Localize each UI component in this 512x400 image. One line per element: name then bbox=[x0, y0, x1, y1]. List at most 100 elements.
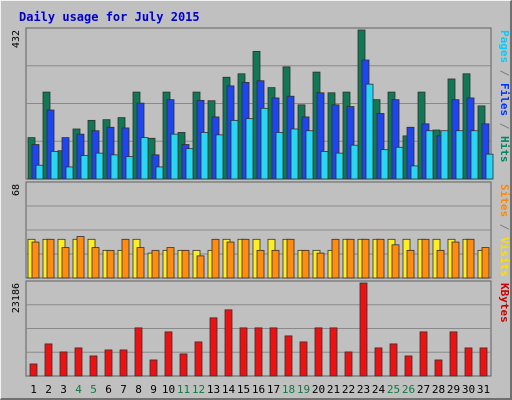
bar-pages-day-30 bbox=[470, 130, 479, 180]
bar-kbytes-day-4 bbox=[74, 347, 83, 377]
bar-pages-day-19 bbox=[305, 130, 314, 180]
panel-1-ymax-label: 432 bbox=[11, 30, 22, 48]
bar-pages-day-23 bbox=[365, 83, 374, 180]
bar-kbytes-day-15 bbox=[239, 327, 248, 377]
bar-pages-day-14 bbox=[230, 119, 239, 180]
x-tick-label-27: 27 bbox=[417, 383, 430, 396]
x-tick-label-1: 1 bbox=[30, 383, 37, 396]
bar-pages-day-16 bbox=[260, 107, 269, 180]
bar-sites-day-1 bbox=[31, 241, 40, 279]
x-tick-label-2: 2 bbox=[45, 383, 52, 396]
bar-pages-day-27 bbox=[425, 130, 434, 180]
bar-files-day-6 bbox=[106, 126, 115, 180]
bar-pages-day-7 bbox=[125, 156, 134, 180]
bar-sites-day-15 bbox=[241, 238, 250, 279]
x-tick-label-22: 22 bbox=[342, 383, 355, 396]
panel-2-legend-part-2: / bbox=[498, 217, 510, 237]
bar-pages-day-4 bbox=[80, 155, 89, 180]
bar-kbytes-day-24 bbox=[374, 347, 383, 377]
bar-files-day-2 bbox=[46, 109, 55, 180]
bar-kbytes-day-31 bbox=[479, 347, 488, 377]
x-tick-label-28: 28 bbox=[432, 383, 445, 396]
bar-sites-day-18 bbox=[286, 238, 295, 279]
bar-kbytes-day-16 bbox=[254, 327, 263, 377]
x-tick-label-23: 23 bbox=[357, 383, 370, 396]
bar-pages-day-24 bbox=[380, 149, 389, 180]
bar-pages-day-22 bbox=[350, 144, 359, 180]
bar-kbytes-day-1 bbox=[29, 363, 38, 377]
bar-kbytes-day-7 bbox=[119, 349, 128, 377]
bar-sites-day-29 bbox=[451, 241, 460, 279]
bar-kbytes-day-21 bbox=[329, 327, 338, 377]
x-tick-label-4: 4 bbox=[75, 383, 82, 396]
bar-pages-day-13 bbox=[215, 134, 224, 180]
bar-pages-day-8 bbox=[140, 137, 149, 180]
bar-sites-day-25 bbox=[391, 244, 400, 279]
x-tick-label-13: 13 bbox=[207, 383, 220, 396]
bar-files-day-1 bbox=[31, 144, 40, 180]
bar-sites-day-5 bbox=[91, 247, 100, 279]
panel-2-legend-part-1: Sites bbox=[498, 184, 510, 217]
bar-sites-day-20 bbox=[316, 252, 325, 279]
bar-sites-day-23 bbox=[361, 238, 370, 279]
bar-kbytes-day-20 bbox=[314, 327, 323, 377]
bar-pages-day-11 bbox=[185, 148, 194, 180]
x-tick-label-25: 25 bbox=[387, 383, 400, 396]
bar-sites-day-21 bbox=[331, 238, 340, 279]
bar-sites-day-3 bbox=[61, 247, 70, 279]
bar-kbytes-day-11 bbox=[179, 353, 188, 377]
bar-pages-day-21 bbox=[335, 152, 344, 180]
bar-kbytes-day-26 bbox=[404, 355, 413, 377]
panel-1-legend-part-4: / bbox=[498, 116, 510, 136]
bar-files-day-22 bbox=[346, 106, 355, 180]
bar-sites-day-31 bbox=[481, 247, 490, 279]
x-tick-label-21: 21 bbox=[327, 383, 340, 396]
x-tick-label-9: 9 bbox=[150, 383, 157, 396]
bar-kbytes-day-17 bbox=[269, 327, 278, 377]
bar-files-day-24 bbox=[376, 113, 385, 180]
x-tick-label-14: 14 bbox=[222, 383, 236, 396]
bar-kbytes-day-23 bbox=[359, 282, 368, 377]
bar-files-day-25 bbox=[391, 99, 400, 180]
bar-pages-day-31 bbox=[485, 153, 494, 180]
bar-kbytes-day-9 bbox=[149, 359, 158, 377]
x-tick-label-19: 19 bbox=[297, 383, 310, 396]
bar-sites-day-6 bbox=[106, 249, 115, 279]
panel-2-legend: Sites / Visits bbox=[498, 184, 510, 277]
bar-pages-day-18 bbox=[290, 128, 299, 180]
x-tick-label-29: 29 bbox=[447, 383, 460, 396]
bar-sites-day-13 bbox=[211, 238, 220, 279]
bar-pages-day-1 bbox=[35, 164, 44, 180]
bar-pages-day-10 bbox=[170, 133, 179, 180]
bar-pages-day-2 bbox=[50, 151, 59, 180]
bar-kbytes-day-22 bbox=[344, 351, 353, 377]
bar-kbytes-day-6 bbox=[104, 349, 113, 377]
x-tick-label-26: 26 bbox=[402, 383, 415, 396]
bar-files-day-3 bbox=[61, 137, 70, 180]
x-tick-label-17: 17 bbox=[267, 383, 280, 396]
bar-kbytes-day-25 bbox=[389, 343, 398, 377]
bar-sites-day-26 bbox=[406, 249, 415, 279]
bar-kbytes-day-27 bbox=[419, 331, 428, 377]
bar-pages-day-28 bbox=[440, 130, 449, 180]
panel-2-legend-part-3: Visits bbox=[498, 237, 510, 277]
x-tick-label-20: 20 bbox=[312, 383, 325, 396]
bar-sites-day-2 bbox=[46, 238, 55, 279]
panel-3-ymax-label: 23186 bbox=[11, 283, 22, 313]
bar-pages-day-15 bbox=[245, 118, 254, 180]
bar-sites-day-14 bbox=[226, 241, 235, 279]
bar-kbytes-day-5 bbox=[89, 355, 98, 377]
panel-1-legend-part-1: Pages bbox=[498, 30, 510, 63]
x-tick-label-30: 30 bbox=[462, 383, 475, 396]
x-tick-label-6: 6 bbox=[105, 383, 112, 396]
bar-sites-day-7 bbox=[121, 238, 130, 279]
bar-kbytes-day-19 bbox=[299, 341, 308, 377]
bar-sites-day-17 bbox=[271, 249, 280, 279]
x-tick-label-15: 15 bbox=[237, 383, 250, 396]
x-tick-label-7: 7 bbox=[120, 383, 127, 396]
bar-pages-day-20 bbox=[320, 151, 329, 180]
x-tick-label-11: 11 bbox=[177, 383, 190, 396]
bar-sites-day-30 bbox=[466, 238, 475, 279]
bar-pages-day-26 bbox=[410, 165, 419, 180]
chart-title: Daily usage for July 2015 bbox=[19, 10, 200, 24]
